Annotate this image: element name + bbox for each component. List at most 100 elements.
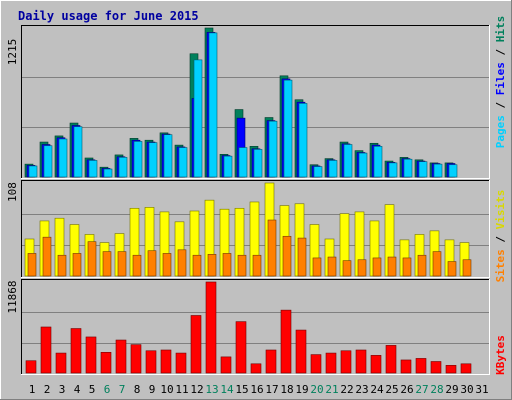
x-label-14: 14: [220, 383, 234, 396]
x-label-26: 26: [400, 383, 413, 396]
bar-sites-18: [282, 235, 292, 277]
bar-pages-21: [328, 160, 338, 178]
x-label-20: 20: [310, 383, 323, 396]
bar-sites-5: [87, 241, 97, 277]
x-label-9: 9: [149, 383, 156, 396]
bar-pages-22: [343, 144, 353, 178]
bar-sites-2: [42, 236, 52, 277]
bar-kbytes-3: [55, 352, 67, 374]
panel-1-ymax-label: 1215: [6, 39, 19, 66]
legend-sites: Sites: [494, 249, 507, 282]
bar-pages-2: [43, 145, 53, 178]
bar-pages-14: [223, 155, 233, 178]
bar-sites-8: [132, 254, 142, 277]
legend-hits: Hits: [494, 16, 507, 43]
bar-sites-9: [147, 250, 157, 277]
bar-kbytes-18: [280, 309, 292, 374]
bar-kbytes-7: [115, 339, 127, 374]
bar-sites-22: [342, 260, 352, 277]
x-label-7: 7: [119, 383, 126, 396]
bar-pages-12: [193, 59, 203, 178]
bar-kbytes-14: [220, 356, 232, 374]
x-label-13: 13: [205, 383, 218, 396]
x-label-4: 4: [74, 383, 81, 396]
legend-panel-2: Sites / Visits: [494, 190, 507, 283]
bar-kbytes-12: [190, 315, 202, 374]
bar-pages-23: [358, 152, 368, 178]
bars: [24, 27, 472, 374]
x-label-23: 23: [355, 383, 368, 396]
bar-sites-23: [357, 259, 367, 277]
bar-kbytes-25: [385, 345, 397, 374]
bar-pages-28: [433, 163, 443, 178]
bar-pages-24: [373, 146, 383, 178]
bar-pages-16: [253, 149, 263, 178]
bar-pages-9: [148, 142, 158, 178]
bar-kbytes-9: [145, 350, 157, 374]
bar-sites-11: [177, 249, 187, 277]
bar-sites-13: [207, 254, 217, 277]
x-label-16: 16: [250, 383, 263, 396]
bar-kbytes-2: [40, 326, 52, 374]
bar-sites-16: [252, 254, 262, 277]
panel-2-ymax-label: 108: [6, 182, 19, 202]
bar-kbytes-15: [235, 321, 247, 374]
bar-kbytes-20: [310, 354, 322, 374]
x-label-19: 19: [295, 383, 308, 396]
bar-sites-12: [192, 254, 202, 277]
bar-sites-15: [237, 254, 247, 277]
bar-pages-13: [208, 32, 218, 178]
x-label-18: 18: [280, 383, 293, 396]
x-label-22: 22: [340, 383, 353, 396]
panel-3-frame: [21, 279, 490, 375]
legend-kbytes: KBytes: [494, 335, 507, 375]
bar-kbytes-13: [205, 281, 217, 374]
bar-sites-29: [447, 261, 457, 277]
bar-sites-7: [117, 251, 127, 277]
x-label-11: 11: [175, 383, 188, 396]
bar-kbytes-19: [295, 329, 307, 374]
bar-pages-10: [163, 134, 173, 178]
bar-pages-17: [268, 120, 278, 178]
bar-sites-30: [462, 259, 472, 277]
bar-sites-25: [387, 256, 397, 277]
x-label-27: 27: [415, 383, 428, 396]
bar-sites-6: [102, 251, 112, 277]
chart-title: Daily usage for June 2015: [18, 9, 199, 23]
bar-pages-4: [73, 126, 83, 178]
bar-pages-19: [298, 103, 308, 178]
x-label-6: 6: [104, 383, 111, 396]
legend-panel-1: Pages / Files / Hits: [494, 16, 507, 149]
bar-kbytes-26: [400, 359, 412, 374]
bar-sites-27: [417, 254, 427, 277]
bar-kbytes-28: [430, 361, 442, 374]
bar-pages-18: [283, 79, 293, 178]
bar-kbytes-5: [85, 336, 97, 374]
x-label-30: 30: [460, 383, 473, 396]
bar-kbytes-4: [70, 328, 82, 374]
bar-pages-6: [103, 168, 113, 178]
bar-sites-17: [267, 219, 277, 277]
x-label-28: 28: [430, 383, 443, 396]
legend-visits: Visits: [494, 190, 507, 230]
bar-kbytes-24: [370, 355, 382, 374]
bar-sites-21: [327, 256, 337, 277]
bar-pages-8: [133, 141, 143, 178]
legend-files: Files: [494, 62, 507, 95]
x-label-12: 12: [190, 383, 203, 396]
bar-pages-3: [58, 138, 68, 178]
bar-sites-1: [27, 253, 37, 277]
bar-pages-1: [28, 165, 38, 178]
bar-sites-20: [312, 257, 322, 277]
bar-kbytes-30: [460, 363, 472, 374]
bar-pages-25: [388, 162, 398, 178]
x-label-8: 8: [134, 383, 141, 396]
x-label-29: 29: [445, 383, 458, 396]
bar-sites-26: [402, 257, 412, 277]
bar-kbytes-22: [340, 350, 352, 374]
bar-sites-10: [162, 253, 172, 277]
bar-kbytes-27: [415, 358, 427, 374]
x-label-31: 31: [475, 383, 488, 396]
bar-sites-4: [72, 253, 82, 277]
